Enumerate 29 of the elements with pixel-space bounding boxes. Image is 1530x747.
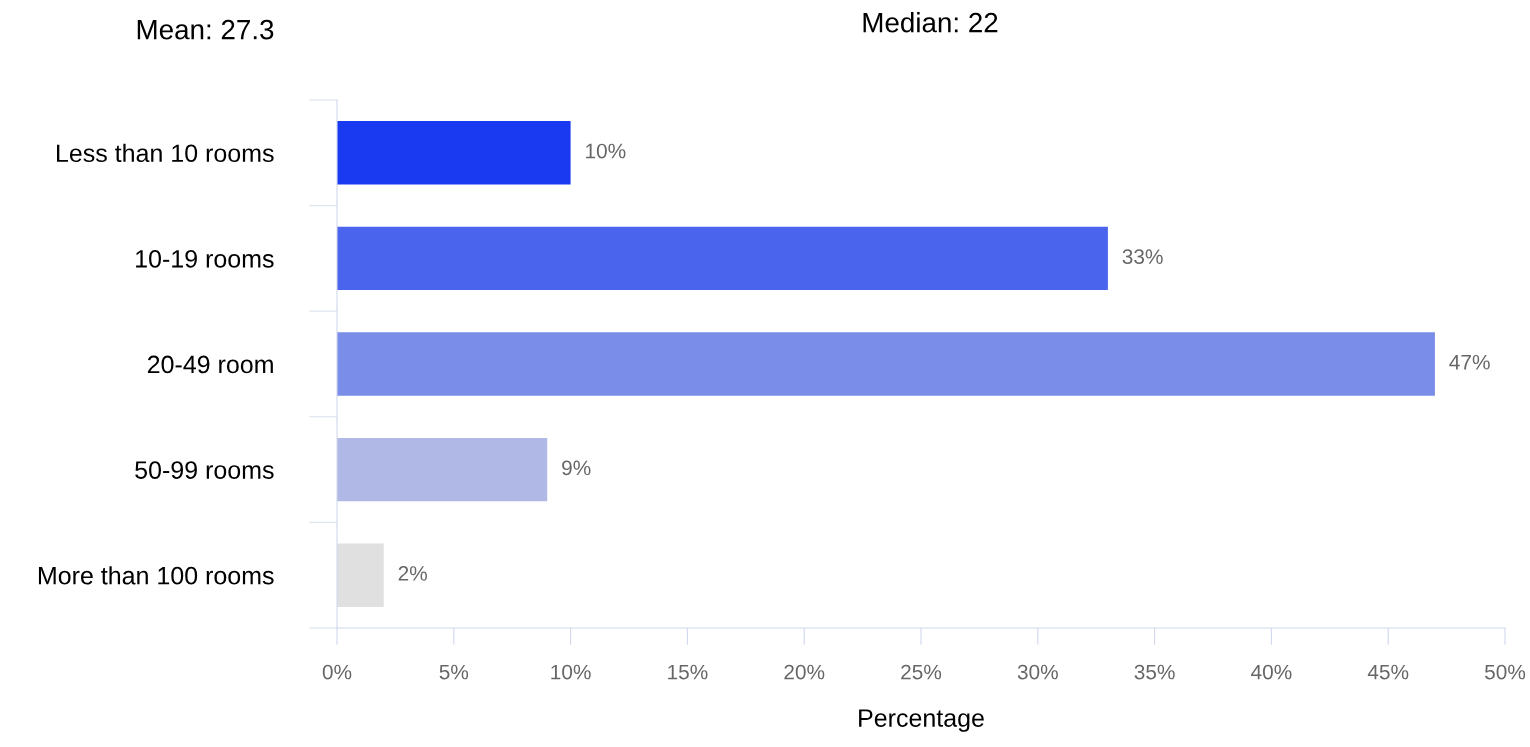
x-tick-label: 0% bbox=[322, 664, 352, 680]
data-label: 9% bbox=[562, 460, 591, 476]
x-tick-label: 20% bbox=[784, 664, 825, 680]
text: Median: 22 bbox=[863, 12, 998, 33]
data-label: 2% bbox=[398, 566, 427, 581]
bar bbox=[337, 543, 384, 607]
x-tick-label: 40% bbox=[1251, 664, 1292, 680]
x-tick-label: 10% bbox=[551, 664, 591, 680]
bar bbox=[337, 226, 1108, 291]
x-tick-label: 30% bbox=[1017, 664, 1058, 680]
y-tick-label: 10-19 rooms bbox=[136, 250, 274, 268]
y-tick-label: Less than 10 rooms bbox=[57, 143, 274, 163]
bar bbox=[337, 437, 548, 502]
x-tick-label: 50% bbox=[1484, 664, 1526, 680]
data-label: 47% bbox=[1449, 354, 1490, 370]
text: Mean: 27.3 bbox=[137, 19, 274, 40]
x-tick-label: 25% bbox=[901, 664, 942, 680]
y-tick-label: More than 100 rooms bbox=[38, 566, 274, 585]
bar bbox=[337, 332, 1435, 396]
y-tick-label: 20-49 room bbox=[147, 355, 273, 374]
x-tick-label: 45% bbox=[1367, 664, 1409, 680]
x-tick-label: 35% bbox=[1134, 664, 1175, 680]
data-label: 10% bbox=[586, 143, 626, 159]
x-tick-label: 5% bbox=[439, 664, 469, 680]
y-tick-label: 50-99 rooms bbox=[135, 461, 274, 479]
bar bbox=[337, 121, 571, 185]
x-tick-label: 15% bbox=[668, 664, 708, 680]
data-label: 33% bbox=[1122, 249, 1163, 264]
x-axis-title: Percentage bbox=[859, 709, 984, 732]
